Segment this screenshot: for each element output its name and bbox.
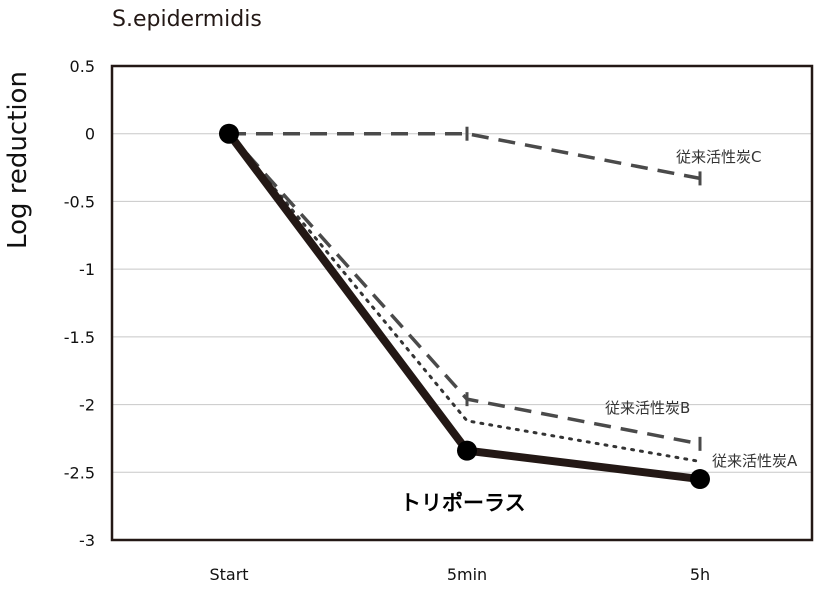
y-tick-label: -3 [79,531,95,550]
series-label: トリポーラス [400,491,526,515]
x-tick-label: Start [209,565,248,584]
y-axis-label: Log reduction [3,71,33,249]
y-tick-label: -1 [79,260,95,279]
data-point [219,123,239,144]
y-tick-label: 0 [85,125,95,144]
series-label: 従来活性炭B [605,399,690,417]
x-tick-labels: Start 5min 5h [209,565,710,584]
series-labels: トリポーラス 従来活性炭A 従来活性炭B 従来活性炭C [400,148,798,515]
plot-frame [110,64,814,542]
y-tick-label: -2.5 [64,463,95,482]
series-line [227,132,701,446]
series-label: 従来活性炭C [676,148,761,166]
series-label: 従来活性炭A [712,452,798,470]
y-tick-label: -0.5 [64,192,95,211]
data-point [457,440,477,461]
y-tick-labels: 0.5 0 -0.5 -1 -1.5 -2 -2.5 -3 [64,57,95,550]
x-tick-label: 5h [690,565,710,584]
data-point [690,469,710,490]
x-tick-label: 5min [447,565,487,584]
gridlines [112,133,812,473]
y-tick-label: -2 [79,396,95,415]
y-tick-label: -1.5 [64,328,95,347]
series-line [227,132,702,463]
y-tick-label: 0.5 [70,57,95,76]
series-line [225,131,701,484]
chart-title: S.epidermidis [112,7,262,32]
series-line [229,131,701,181]
series-group [219,123,710,490]
